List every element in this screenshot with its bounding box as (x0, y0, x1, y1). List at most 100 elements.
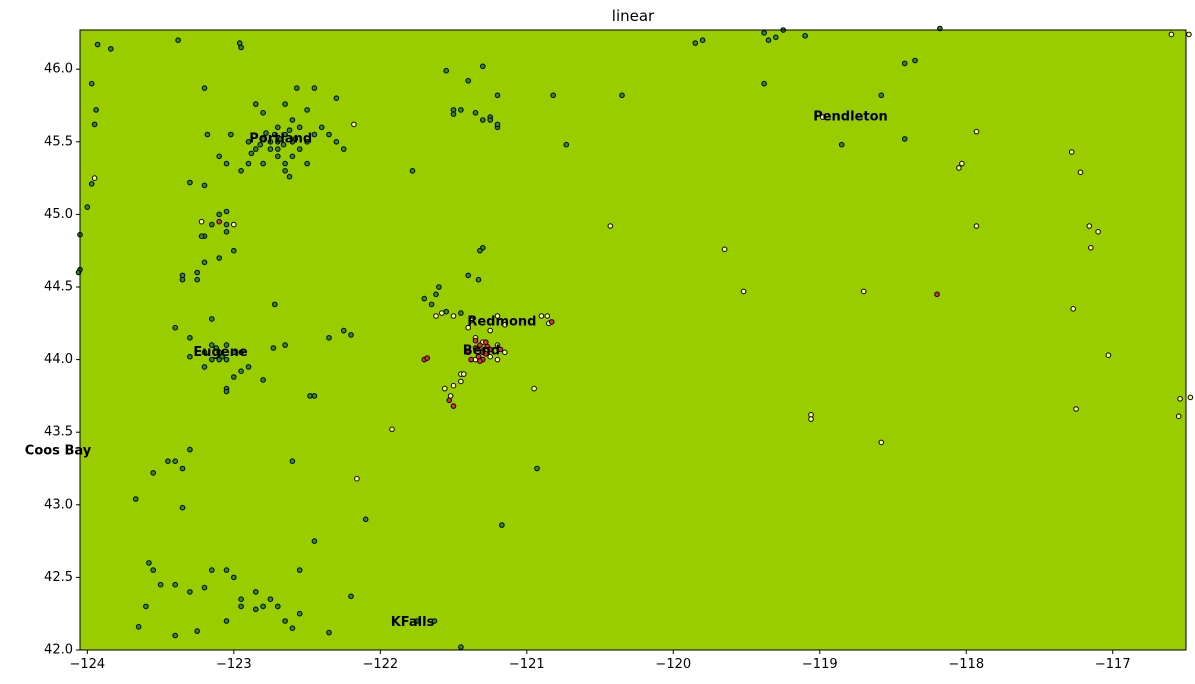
point-green-143 (362, 516, 369, 523)
point-red-15 (497, 346, 504, 353)
point-green-178 (761, 30, 767, 36)
point-green-47 (275, 124, 281, 131)
point-green-125 (253, 589, 259, 595)
point-green-174 (477, 247, 483, 254)
point-green-105 (289, 458, 296, 465)
y-tick-label: 42.5 (44, 570, 73, 585)
point-red-3 (446, 397, 453, 404)
point-yellow-42 (1068, 149, 1075, 155)
point-yellow-30 (607, 223, 614, 229)
point-green-145 (414, 618, 420, 624)
point-green-15 (282, 101, 288, 107)
x-tick-label: −118 (948, 657, 984, 672)
point-yellow-5 (450, 382, 457, 389)
point-green-92 (238, 368, 244, 375)
point-green-101 (326, 335, 332, 341)
point-yellow-50 (1168, 31, 1175, 38)
y-axis: 42.0 42.5 43.0 43.5 44.0 44.5 45.0 45.5 46.0 (44, 62, 80, 658)
point-green-117 (157, 581, 164, 588)
point-green-175 (534, 465, 540, 472)
point-green-62 (201, 182, 208, 189)
plot-frame (79, 29, 1187, 651)
point-green-38 (267, 146, 274, 152)
point-green-168 (428, 301, 435, 308)
point-green-59 (238, 168, 244, 174)
point-yellow-17 (465, 324, 472, 331)
point-yellow-25 (544, 313, 551, 319)
point-green-36 (333, 139, 340, 145)
y-tick-label: 45.0 (44, 207, 73, 222)
point-red-20 (548, 319, 555, 325)
point-green-150 (465, 78, 472, 84)
point-yellow-29 (531, 385, 537, 392)
point-yellow-44 (1086, 223, 1093, 229)
point-green-83 (231, 349, 237, 356)
x-tick-label: −122 (362, 657, 398, 672)
point-yellow-49 (1073, 406, 1079, 412)
point-green-141 (296, 567, 303, 573)
point-green-158 (487, 117, 494, 123)
y-tick-label: 45.5 (44, 134, 73, 149)
point-green-55 (286, 127, 293, 133)
point-yellow-52 (1177, 396, 1183, 402)
point-red-4 (450, 403, 457, 409)
point-green-167 (421, 295, 428, 302)
point-yellow-23 (502, 322, 508, 328)
point-green-135 (143, 603, 149, 610)
point-yellow-22 (494, 313, 501, 319)
point-green-45 (296, 124, 303, 131)
city-labels: Portland Eugene Coos Bay Redmond Bend Pendlet… (25, 110, 888, 630)
point-green-29 (282, 131, 288, 138)
point-green-103 (348, 332, 354, 338)
point-green-164 (409, 168, 416, 174)
point-green-110 (165, 458, 171, 465)
point-green-134 (296, 610, 303, 617)
point-green-88 (213, 345, 219, 351)
point-yellow-37 (878, 439, 885, 446)
point-green-71 (216, 255, 222, 261)
point-red-19 (934, 291, 940, 298)
point-green-31 (296, 146, 303, 152)
point-green-180 (773, 34, 779, 41)
point-green-5 (91, 121, 98, 128)
point-yellow-21 (468, 317, 474, 324)
x-tick-label: −117 (1095, 657, 1131, 672)
point-green-58 (248, 150, 255, 157)
city-label-portland: Portland (249, 131, 312, 146)
point-yellow-1 (351, 121, 357, 128)
point-green-63 (216, 211, 222, 218)
point-green-9 (108, 46, 114, 52)
point-green-184 (761, 80, 767, 87)
point-green-35 (326, 131, 332, 138)
point-green-52 (277, 136, 284, 142)
point-green-124 (238, 596, 244, 603)
point-yellow-28 (494, 356, 501, 363)
point-yellow-38 (956, 165, 962, 171)
point-green-126 (267, 596, 274, 603)
point-green-119 (187, 589, 193, 595)
point-red-17 (477, 358, 483, 364)
point-green-24 (245, 139, 252, 145)
point-green-41 (304, 160, 310, 167)
point-green-8 (94, 41, 101, 48)
point-green-102 (340, 327, 347, 334)
city-label-pendleton: Pendleton (813, 110, 888, 125)
point-green-32 (304, 139, 310, 145)
point-yellow-0 (91, 175, 98, 181)
point-yellow-55 (231, 221, 237, 228)
point-green-16 (294, 85, 300, 91)
point-green-18 (333, 95, 340, 101)
point-green-3 (84, 204, 91, 210)
point-green-85 (201, 349, 208, 356)
point-red-2 (424, 355, 431, 361)
point-yellow-11 (487, 353, 494, 360)
point-green-91 (201, 364, 208, 370)
plot-background (79, 29, 1187, 651)
point-yellow-33 (860, 288, 867, 295)
point-green-96 (223, 388, 230, 395)
point-green-142 (311, 538, 318, 544)
point-yellow-4 (442, 385, 448, 392)
point-green-87 (238, 349, 244, 356)
point-green-13 (201, 85, 208, 91)
